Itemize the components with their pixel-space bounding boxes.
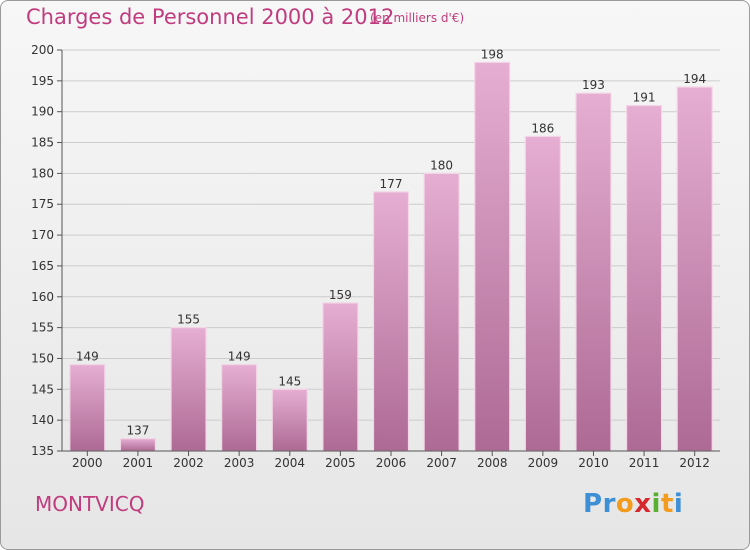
x-tick-label: 2003: [224, 456, 255, 470]
bar: [524, 135, 561, 452]
y-tick-label: 140: [31, 413, 54, 427]
bar: [372, 191, 410, 452]
data-label: 180: [430, 158, 453, 172]
x-tick-label: 2001: [123, 456, 154, 470]
y-tick-label: 155: [31, 321, 54, 335]
data-label: 149: [76, 350, 99, 364]
data-labels: 149 137 155 149 145 159 177 180 198 186 193 191 194: [76, 47, 706, 437]
x-tick-label: 2004: [274, 456, 305, 470]
x-tick-label: 2000: [72, 456, 103, 470]
commune-name: MONTVICQ: [35, 492, 145, 516]
x-tick-label: 2007: [426, 456, 457, 470]
bar: [575, 92, 612, 452]
data-label: 149: [228, 350, 251, 364]
bar: [474, 61, 511, 452]
y-tick-label: 135: [31, 444, 54, 458]
y-tick-label: 175: [31, 197, 54, 211]
data-label: 177: [380, 177, 403, 191]
y-tick-label: 180: [31, 166, 54, 180]
logo-letter: r: [602, 489, 616, 519]
logo-letter: P: [583, 489, 603, 519]
logo-letter: o: [615, 489, 635, 519]
chart-title: Charges de Personnel 2000 à 2012: [26, 5, 395, 29]
bar: [423, 172, 460, 452]
y-tick-label: 160: [31, 290, 54, 304]
data-label: 145: [278, 374, 301, 388]
y-tick-label: 165: [31, 259, 54, 273]
logo-letter: t: [660, 489, 674, 519]
x-tick-label: 2010: [578, 456, 609, 470]
logo-letter: i: [651, 489, 661, 519]
x-tick-label: 2012: [679, 456, 710, 470]
data-label: 186: [531, 121, 554, 135]
bars: [69, 61, 713, 452]
axes: 135 140 145 150 155 160 165 170 175 180 185 190 195 2…: [31, 43, 720, 470]
bar: [322, 302, 359, 452]
data-label: 194: [683, 72, 706, 86]
logo-letter: x: [634, 489, 652, 519]
x-tick-label: 2008: [477, 456, 508, 470]
y-tick-label: 190: [31, 105, 54, 119]
y-tick-label: 170: [31, 228, 54, 242]
data-label: 137: [126, 424, 149, 438]
proxiti-logo: Proxiti: [583, 489, 683, 519]
y-tick-label: 150: [31, 351, 54, 365]
bar: [625, 104, 663, 452]
x-tick-label: 2011: [629, 456, 660, 470]
y-tick-label: 185: [31, 136, 54, 150]
logo-letter: i: [673, 489, 684, 519]
x-tick-label: 2002: [173, 456, 204, 470]
bar: [676, 86, 713, 452]
y-tick-label: 145: [31, 382, 54, 396]
x-tick-label: 2005: [325, 456, 356, 470]
data-label: 198: [481, 47, 504, 61]
data-label: 159: [329, 288, 352, 302]
bar: [170, 327, 207, 452]
data-label: 193: [582, 78, 605, 92]
bar: [69, 364, 106, 452]
x-tick-label: 2009: [528, 456, 559, 470]
y-tick-label: 200: [31, 43, 54, 57]
bar: [119, 438, 157, 452]
chart-subtitle: (en milliers d'€): [370, 11, 465, 25]
y-tick-label: 195: [31, 74, 54, 88]
data-label: 155: [177, 313, 200, 327]
data-label: 191: [633, 91, 656, 105]
x-tick-label: 2006: [376, 456, 407, 470]
bar: [221, 364, 258, 452]
bar: [271, 388, 308, 452]
